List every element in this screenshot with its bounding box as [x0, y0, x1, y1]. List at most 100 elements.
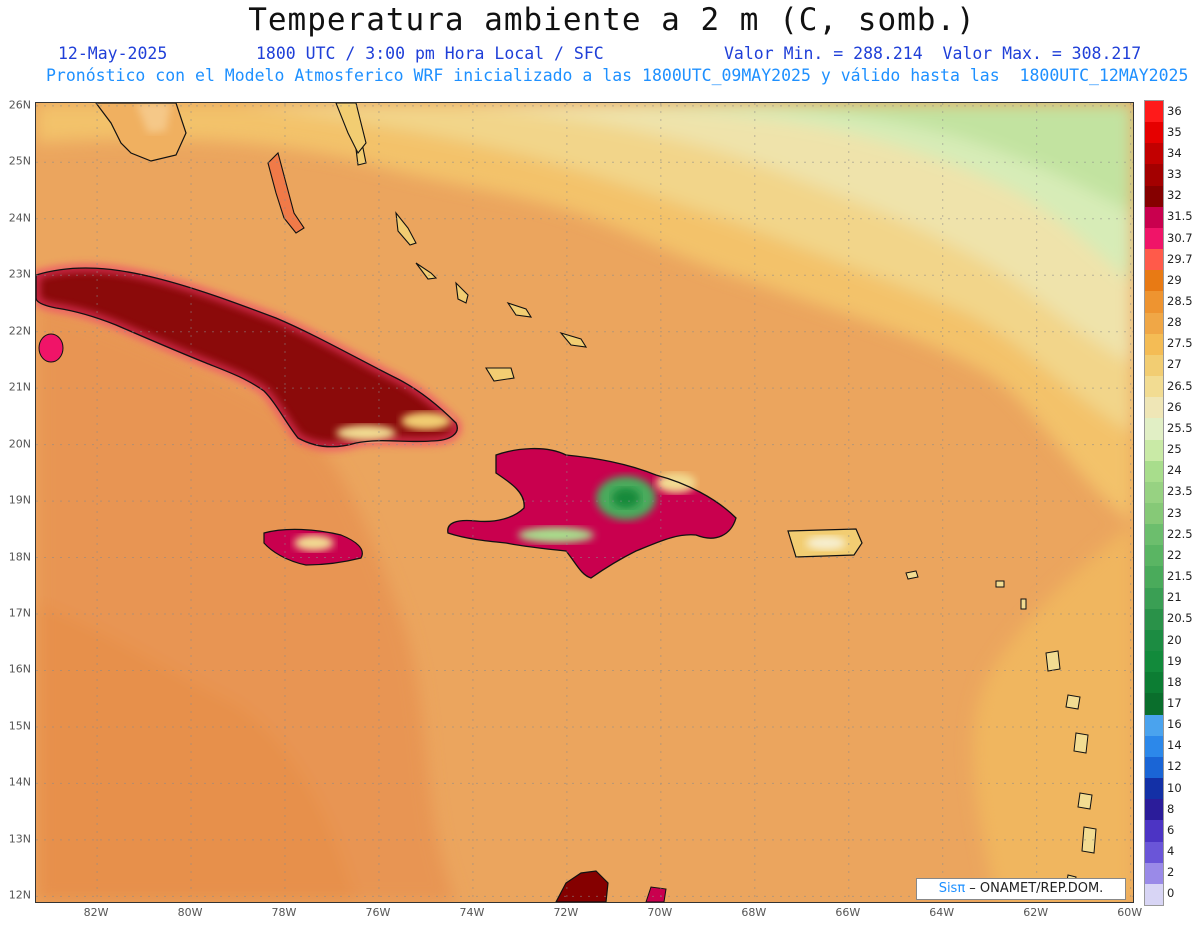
- colorbar-label: 27: [1167, 357, 1182, 372]
- lon-label-68w: 68W: [741, 906, 767, 919]
- credit-text: – ONAMET/REP.DOM.: [965, 881, 1104, 896]
- colorbar-label: 22: [1167, 547, 1182, 562]
- lat-label-19n: 19N: [8, 493, 31, 507]
- colorbar-swatch: [1145, 756, 1163, 779]
- puerto-rico-island: [787, 528, 863, 558]
- lat-label-18n: 18N: [8, 550, 31, 564]
- colorbar-label: 6: [1167, 822, 1175, 837]
- colorbar-swatch: [1145, 397, 1163, 419]
- lat-label-15n: 15N: [8, 719, 31, 733]
- colorbar-swatch: [1145, 799, 1163, 821]
- colorbar-label: 28.5: [1167, 294, 1193, 308]
- lat-label-25n: 25N: [8, 154, 31, 168]
- colorbar-swatch: [1145, 164, 1163, 187]
- colorbar-swatch: [1145, 185, 1163, 208]
- model-info: Pronóstico con el Modelo Atmosferico WRF…: [46, 66, 1189, 85]
- colorbar-label: 4: [1167, 844, 1175, 859]
- colorbar-swatch: [1145, 206, 1163, 229]
- lon-label-70w: 70W: [647, 906, 673, 919]
- field-shading: [36, 103, 1133, 902]
- colorbar-label: 8: [1167, 801, 1175, 816]
- colorbar-swatch: [1145, 820, 1163, 843]
- lat-label-17n: 17N: [8, 606, 31, 620]
- colorbar-label: 30.7: [1167, 230, 1193, 245]
- map-title: Temperatura ambiente a 2 m (C, somb.): [248, 2, 976, 38]
- colorbar-swatch: [1145, 122, 1163, 144]
- colorbar-label: 21.5: [1167, 569, 1193, 584]
- colorbar-swatch: [1145, 270, 1163, 292]
- colorbar-swatch: [1145, 439, 1163, 462]
- colorbar-label: 22.5: [1167, 526, 1193, 541]
- valid-date: 12-May-2025: [58, 44, 168, 63]
- lat-label-13n: 13N: [8, 832, 31, 846]
- colorbar-label: 35: [1167, 124, 1182, 139]
- credit-box: Sisπ – ONAMET/REP.DOM.: [916, 878, 1126, 900]
- colorbar-swatch: [1145, 651, 1163, 673]
- lon-label-64w: 64W: [929, 906, 955, 919]
- lon-label-74w: 74W: [459, 906, 485, 919]
- lat-label-26n: 26N: [8, 98, 31, 112]
- colorbar-swatch: [1145, 143, 1163, 165]
- lat-label-22n: 22N: [8, 324, 31, 338]
- lat-label-12n: 12N: [8, 888, 31, 902]
- colorbar-swatch: [1145, 460, 1163, 483]
- colorbar-swatch: [1145, 714, 1163, 737]
- colorbar-label: 2: [1167, 865, 1175, 880]
- colorbar-swatch: [1145, 545, 1163, 567]
- colorbar-swatch: [1145, 672, 1163, 694]
- colorbar-label: 10: [1167, 780, 1182, 795]
- colorbar-swatch: [1145, 883, 1163, 906]
- colorbar-swatch: [1145, 481, 1163, 504]
- colorbar-label: 20: [1167, 632, 1182, 647]
- colorbar-label: 33: [1167, 167, 1182, 182]
- lon-label-80w: 80W: [177, 906, 203, 919]
- colorbar-label: 16: [1167, 717, 1182, 732]
- lon-label-76w: 76W: [365, 906, 391, 919]
- colorbar-label: 32: [1167, 188, 1182, 203]
- colorbar-label: 27.5: [1167, 336, 1193, 351]
- colorbar-label: 25: [1167, 442, 1182, 457]
- colorbar-swatch: [1145, 291, 1163, 314]
- colorbar-label: 12: [1167, 759, 1182, 774]
- temperature-colorbar: [1144, 100, 1164, 906]
- colorbar-label: 14: [1167, 738, 1182, 753]
- south-america-coast: [555, 870, 667, 902]
- colorbar-swatch: [1145, 608, 1163, 631]
- temperature-map: [35, 102, 1134, 903]
- colorbar-swatch: [1145, 312, 1163, 335]
- lat-label-21n: 21N: [8, 380, 31, 394]
- colorbar-label: 0: [1167, 886, 1175, 901]
- colorbar-swatch: [1145, 778, 1163, 800]
- jamaica-island: [263, 528, 363, 566]
- lat-label-20n: 20N: [8, 437, 31, 451]
- lon-label-72w: 72W: [553, 906, 579, 919]
- colorbar-label: 28: [1167, 315, 1182, 330]
- lon-label-78w: 78W: [271, 906, 297, 919]
- lon-label-60w: 60W: [1117, 906, 1143, 919]
- colorbar-swatch: [1145, 376, 1163, 398]
- bahamas-islands: [267, 103, 588, 382]
- colorbar-label: 25.5: [1167, 420, 1193, 435]
- colorbar-label: 29: [1167, 272, 1182, 287]
- hispaniola-island: [447, 447, 737, 579]
- colorbar-swatch: [1145, 566, 1163, 589]
- colorbar-swatch: [1145, 693, 1163, 716]
- lat-label-23n: 23N: [8, 267, 31, 281]
- min-max-values: Valor Min. = 288.214 Valor Max. = 308.21…: [724, 44, 1142, 63]
- colorbar-swatch: [1145, 629, 1163, 652]
- lon-label-62w: 62W: [1023, 906, 1049, 919]
- colorbar-label: 23.5: [1167, 484, 1193, 499]
- lat-label-24n: 24N: [8, 211, 31, 225]
- colorbar-label: 20.5: [1167, 611, 1193, 626]
- colorbar-swatch: [1145, 587, 1163, 610]
- colorbar-swatch: [1145, 841, 1163, 864]
- colorbar-swatch: [1145, 101, 1163, 123]
- colorbar-swatch: [1145, 333, 1163, 356]
- colorbar-swatch: [1145, 503, 1163, 525]
- colorbar-swatch: [1145, 418, 1163, 441]
- colorbar-label: 31.5: [1167, 209, 1193, 224]
- colorbar-swatch: [1145, 354, 1163, 377]
- lon-label-66w: 66W: [835, 906, 861, 919]
- lat-label-16n: 16N: [8, 662, 31, 676]
- lon-label-82w: 82W: [83, 906, 109, 919]
